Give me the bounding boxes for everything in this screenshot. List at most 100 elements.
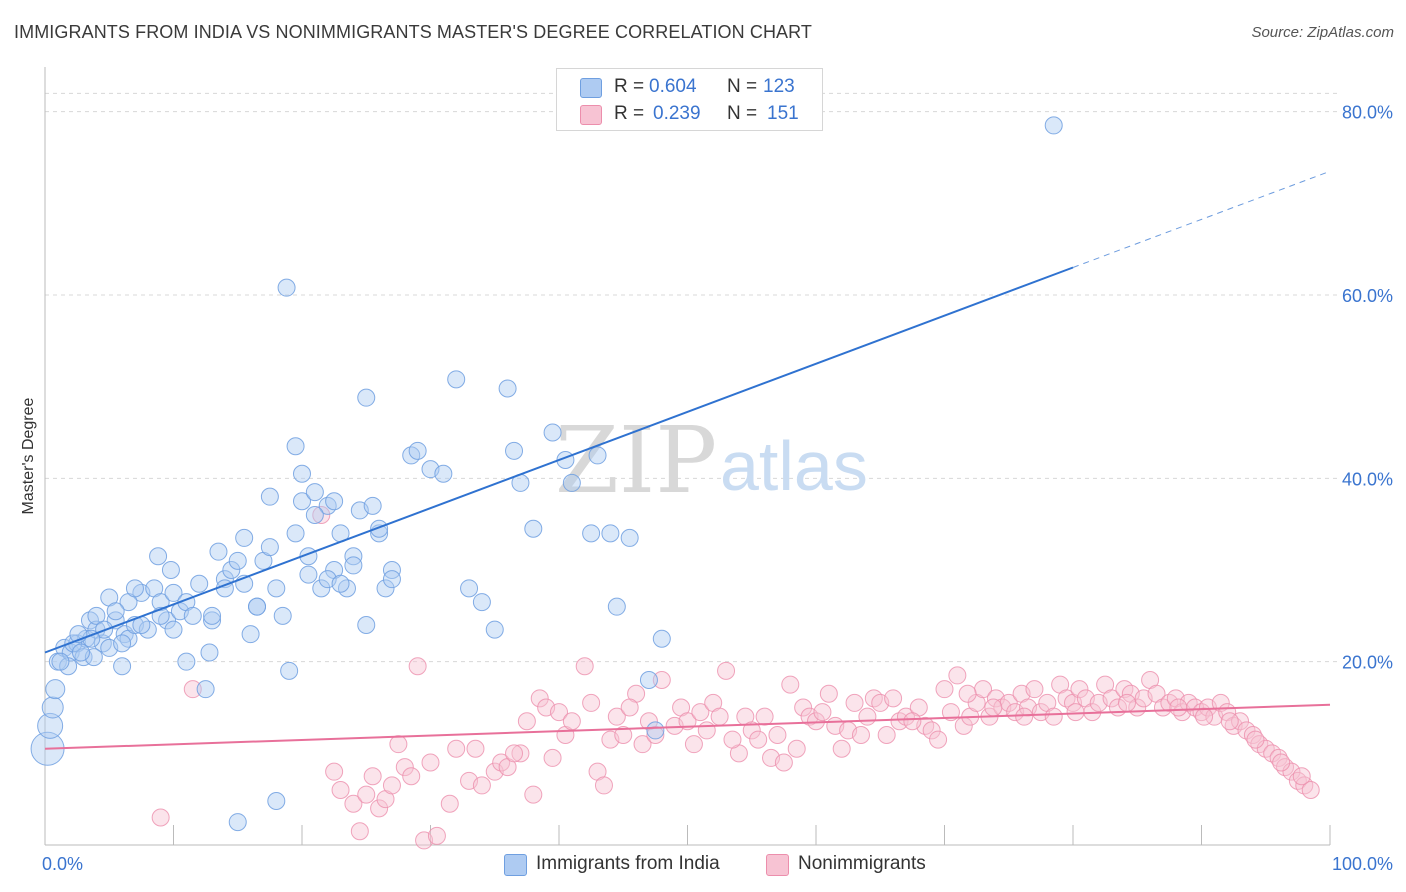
india-point [190, 574, 209, 593]
india-point [337, 579, 356, 598]
india-point [305, 506, 324, 524]
india-point [588, 446, 607, 465]
nonimmigrants-point [858, 707, 877, 726]
india-point [1044, 116, 1063, 135]
n-value: 151 [767, 103, 799, 124]
nonimmigrants-point [325, 762, 344, 781]
india-point [485, 620, 504, 639]
nonimmigrants-point [958, 684, 977, 703]
india-point [248, 597, 267, 616]
n-label: N = [727, 76, 758, 97]
india-point [37, 712, 64, 739]
india-point [325, 492, 344, 511]
india-point [639, 671, 658, 689]
nonimmigrants-point [543, 748, 562, 767]
nonimmigrants-point [697, 721, 716, 740]
india-point [151, 593, 170, 612]
stats-legend: R = 0.604 N = 123 R = 0.239 N = 151 [556, 68, 823, 131]
india-point [293, 464, 311, 483]
nonimmigrants-point [864, 689, 883, 708]
r-label: R = [614, 103, 645, 124]
nonimmigrants-point [832, 739, 851, 758]
india-point [183, 606, 202, 625]
swatch-india [580, 78, 602, 98]
nonimmigrants-point [1301, 781, 1320, 799]
nonimmigrants-points [151, 506, 1320, 850]
nonimmigrants-point [370, 799, 389, 818]
nonimmigrants-point [1115, 680, 1134, 699]
nonimmigrants-point [1292, 767, 1311, 786]
india-point [376, 579, 395, 598]
nonimmigrants-point [1263, 744, 1282, 763]
nonimmigrants-point [614, 726, 633, 744]
india-point [370, 519, 389, 538]
legend-label-india: Immigrants from India [536, 853, 720, 874]
india-point [164, 583, 183, 602]
nonimmigrants-point [575, 657, 594, 676]
india-point [209, 542, 228, 561]
india-point [196, 680, 215, 699]
india-point [106, 602, 125, 621]
nonimmigrants-point [1246, 730, 1265, 749]
nonimmigrants-point [1195, 707, 1214, 726]
nonimmigrants-point [684, 735, 703, 754]
nonimmigrants-point [774, 753, 793, 772]
nonimmigrants-point [922, 721, 941, 740]
nonimmigrants-point [1231, 712, 1250, 731]
india-point [158, 611, 177, 630]
nonimmigrants-point [896, 707, 915, 726]
india-point [344, 556, 363, 575]
india-point [177, 652, 196, 671]
india-point [64, 634, 83, 653]
nonimmigrants-point [1179, 693, 1198, 712]
india-point [260, 538, 279, 557]
india-point [524, 519, 543, 538]
india-point [505, 441, 524, 460]
india-point [607, 597, 626, 616]
nonimmigrants-point [1169, 698, 1188, 717]
nonimmigrants-point [395, 758, 414, 777]
india-point [305, 483, 324, 502]
india-point [382, 561, 401, 579]
india-point [113, 657, 132, 676]
nonimmigrants-point [472, 776, 491, 795]
nonimmigrants-point [941, 703, 960, 722]
nonimmigrants-point [742, 721, 761, 740]
india-point [318, 496, 337, 515]
india-point [382, 570, 401, 589]
india-point [447, 370, 466, 389]
nonimmigrants-point [350, 822, 369, 841]
source-label: Source: ZipAtlas.com [1251, 24, 1394, 41]
nonimmigrants-point [749, 730, 768, 749]
n-value: 123 [763, 76, 795, 97]
india-point [562, 473, 581, 492]
nonimmigrants-point [794, 698, 813, 717]
nonimmigrants-point [1066, 703, 1085, 722]
nonimmigrants-point [594, 776, 613, 795]
nonimmigrants-point [633, 735, 652, 754]
india-point [164, 620, 183, 639]
nonimmigrants-point [646, 726, 665, 744]
india-point [260, 487, 279, 506]
nonimmigrants-point [768, 726, 787, 744]
india-point [267, 792, 286, 810]
watermark-zip: ZIP [555, 407, 717, 514]
nonimmigrants-point [492, 753, 511, 772]
india-point [286, 524, 305, 543]
r-value: 0.239 [653, 103, 701, 124]
india-point [228, 551, 247, 570]
india-point [543, 423, 562, 442]
nonimmigrants-point [652, 671, 671, 689]
nonimmigrants-point [524, 785, 543, 804]
nonimmigrants-point [511, 744, 530, 763]
india-point [601, 524, 620, 543]
nonimmigrants-point [517, 712, 536, 731]
india-trend-line [44, 266, 1074, 654]
nonimmigrants-point [505, 744, 524, 763]
india-point [161, 561, 180, 579]
nonimmigrants-point [550, 703, 568, 722]
nonimmigrants-point [1044, 707, 1063, 726]
india-point [434, 464, 453, 483]
nonimmigrants-point [357, 785, 376, 804]
